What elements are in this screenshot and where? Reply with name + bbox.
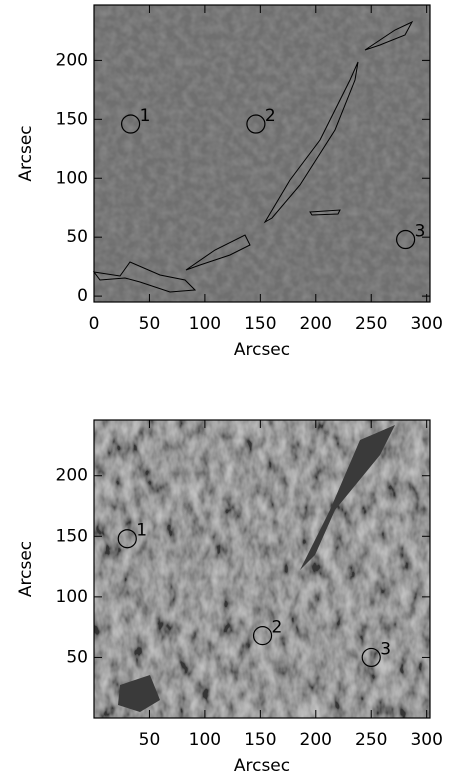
x-tick-label: 50 [139,730,161,750]
annotation-label: 2 [265,106,276,126]
x-tick-label: 100 [189,730,221,750]
y-tick-label: 0 [77,286,88,306]
x-axis-label: Arcsec [234,340,290,360]
y-axis-label: Arcsec [16,125,36,181]
y-tick-label: 100 [56,587,88,607]
annotation-label: 1 [136,521,147,541]
halpha-texture [94,420,430,718]
annotation-circle [120,114,141,134]
x-axis-label: Arcsec [234,756,290,776]
x-tick-label: 150 [244,730,276,750]
filament [118,425,395,712]
y-tick-label: 50 [66,227,88,247]
x-tick-label: 150 [244,314,276,334]
annotation-circle [246,114,266,134]
x-tick-label: 300 [410,730,442,750]
x-tick-label: 250 [355,314,387,334]
annotation-label: 3 [415,222,426,242]
annotation-label: 1 [140,106,151,126]
annotation-circle [252,626,273,646]
x-tick-label: 300 [410,314,442,334]
y-tick-label: 150 [56,109,88,129]
annotation-circle [117,529,137,549]
annotation-circle [361,647,381,668]
annotation-circle [396,229,416,250]
x-tick-label: 200 [300,730,332,750]
plot-frame [93,419,431,719]
x-tick-label: 50 [139,314,161,334]
annotation-label: 2 [272,618,283,638]
magnetogram-texture [94,5,430,302]
annotation-label: 3 [380,639,391,659]
x-tick-label: 0 [89,314,100,334]
x-tick-label: 200 [300,314,332,334]
y-tick-label: 200 [56,50,88,70]
y-tick-label: 150 [56,526,88,546]
x-tick-label: 250 [355,730,387,750]
y-axis-label: Arcsec [16,541,36,597]
contour [92,20,414,293]
x-tick-label: 100 [189,314,221,334]
plot-frame [93,4,431,303]
y-tick-label: 50 [66,647,88,667]
y-tick-label: 100 [56,168,88,188]
y-tick-label: 200 [56,466,88,486]
